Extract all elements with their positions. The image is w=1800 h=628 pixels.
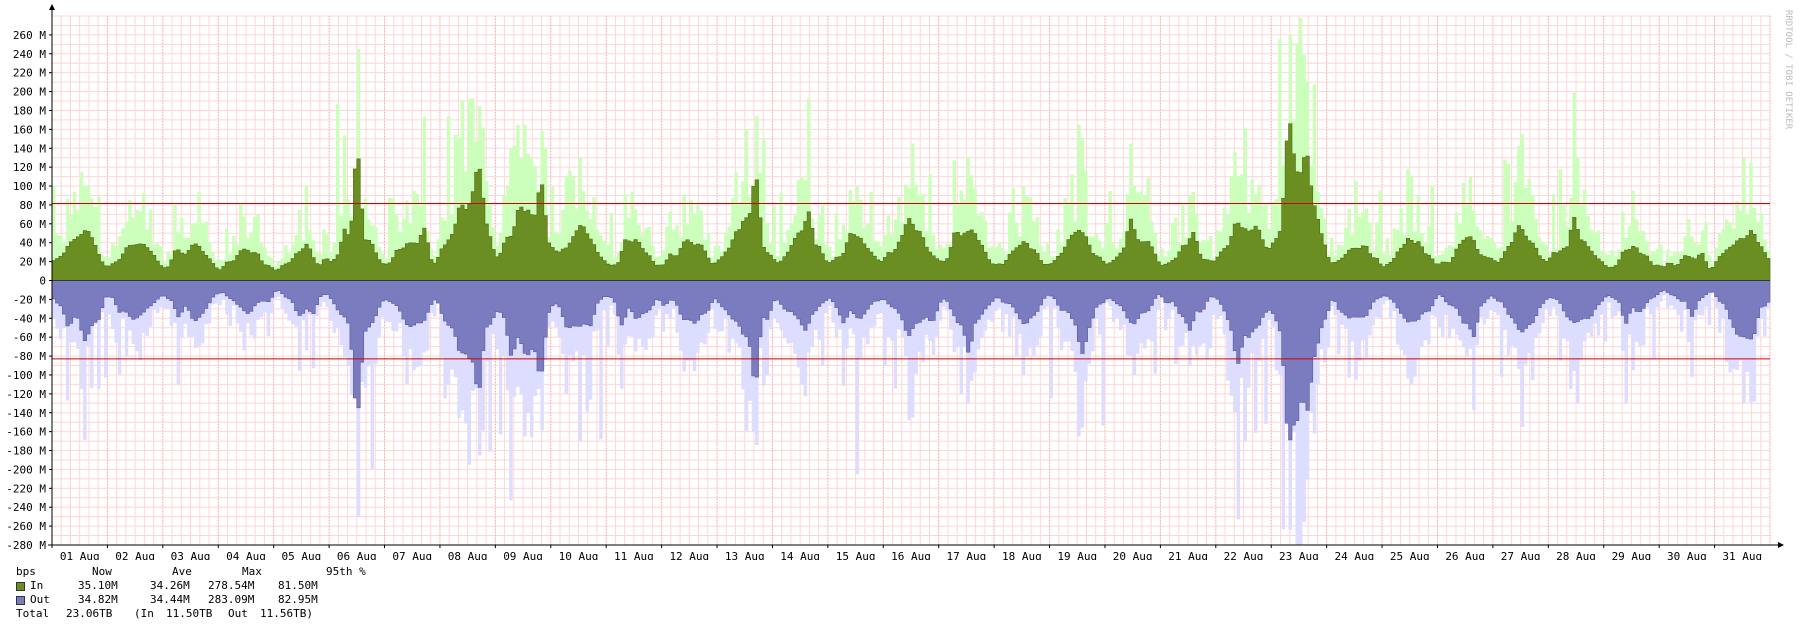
y-tick-label: -220 M [6, 482, 46, 495]
x-tick-label: 10 Aug [559, 550, 599, 560]
y-tick-label: 0 [39, 275, 46, 288]
traffic-chart: 260 M 240 M 220 M 200 M 180 M 160 M 140 M 120 M… [6, 4, 1793, 560]
x-tick-label: 06 Aug [337, 550, 377, 560]
legend-swatch-out [16, 595, 25, 605]
y-tick-label: 140 M [13, 142, 46, 155]
x-axis-arrow [1778, 542, 1784, 548]
x-tick-label: 07 Aug [392, 550, 432, 560]
legend-total-label: Total [16, 607, 50, 620]
legend-out-max: 283.09M [208, 593, 255, 606]
x-tick-label: 27 Aug [1501, 550, 1541, 560]
y-tick-label: 40 M [20, 237, 47, 250]
y-tick-label: -40 M [13, 312, 46, 325]
legend-total-out-value: 11.56TB) [260, 607, 313, 620]
y-tick-label: -180 M [6, 445, 46, 458]
y-tick-label: -20 M [13, 293, 46, 306]
legend-ave-header: Ave [172, 565, 192, 578]
x-tick-label: 31 Aug [1722, 550, 1762, 560]
y-tick-label: -60 M [13, 331, 46, 344]
x-tick-label: 19 Aug [1057, 550, 1097, 560]
y-tick-label: 180 M [13, 104, 46, 117]
y-tick-label: -120 M [6, 388, 46, 401]
legend-total-out-label: Out [228, 607, 248, 620]
legend-in-ave: 34.26M [150, 579, 190, 592]
legend: bps Now Ave Max 95th % In 35.10M 34.26M … [16, 565, 386, 621]
legend-swatch-in [16, 581, 25, 591]
y-tick-label: -280 M [6, 539, 46, 552]
legend-out-now: 34.82M [78, 593, 118, 606]
x-tick-label: 30 Aug [1667, 550, 1707, 560]
y-tick-label: -260 M [6, 520, 46, 533]
x-tick-label: 18 Aug [1002, 550, 1042, 560]
y-tick-label: -140 M [6, 407, 46, 420]
y-tick-label: -200 M [6, 463, 46, 476]
series-out-avg-area [51, 280, 1771, 441]
x-tick-label: 22 Aug [1224, 550, 1264, 560]
x-tick-label: 09 Aug [503, 550, 543, 560]
y-tick-label: -100 M [6, 369, 46, 382]
x-tick-label: 11 Aug [614, 550, 654, 560]
x-tick-label: 17 Aug [947, 550, 987, 560]
y-tick-label: -80 M [13, 350, 46, 363]
legend-name-out: Out [30, 593, 50, 606]
legend-row-in: In 35.10M 34.26M 278.54M 81.50M [16, 579, 386, 593]
legend-total-in-label: (In [134, 607, 154, 620]
y-tick-label: 120 M [13, 161, 46, 174]
x-tick-label: 16 Aug [891, 550, 931, 560]
x-tick-label: 29 Aug [1612, 550, 1652, 560]
y-tick-label: 240 M [13, 48, 46, 61]
rrdtool-credit: RRDTOOL / TOBI OETIKER [1783, 10, 1793, 130]
x-tick-label: 08 Aug [448, 550, 488, 560]
y-tick-label: 200 M [13, 86, 46, 99]
y-tick-label: 160 M [13, 123, 46, 136]
x-tick-label: 24 Aug [1334, 550, 1374, 560]
legend-in-max: 278.54M [208, 579, 255, 592]
x-tick-label: 03 Aug [171, 550, 211, 560]
legend-in-p95: 81.50M [278, 579, 318, 592]
y-axis-arrow [49, 4, 55, 10]
x-tick-label: 21 Aug [1168, 550, 1208, 560]
legend-row-total: Total 23.06TB (In 11.50TB Out 11.56TB) [16, 607, 386, 621]
legend-now-header: Now [92, 565, 112, 578]
x-tick-label: 02 Aug [115, 550, 155, 560]
legend-out-ave: 34.44M [150, 593, 190, 606]
legend-total-value: 23.06TB [66, 607, 113, 620]
x-tick-label: 04 Aug [226, 550, 266, 560]
legend-total-in-value: 11.50TB [166, 607, 213, 620]
x-tick-label: 01 Aug [60, 550, 100, 560]
legend-in-now: 35.10M [78, 579, 118, 592]
legend-unit: bps [16, 565, 36, 578]
legend-out-p95: 82.95M [278, 593, 318, 606]
y-tick-label: -240 M [6, 501, 46, 514]
x-tick-label: 26 Aug [1445, 550, 1485, 560]
y-tick-label: 80 M [20, 199, 47, 212]
y-tick-label: 220 M [13, 67, 46, 80]
x-tick-label: 05 Aug [282, 550, 322, 560]
y-tick-label: 20 M [20, 256, 47, 269]
x-tick-label: 15 Aug [836, 550, 876, 560]
x-tick-label: 14 Aug [780, 550, 820, 560]
y-tick-label: 260 M [13, 29, 46, 42]
legend-max-header: Max [242, 565, 262, 578]
x-tick-label: 23 Aug [1279, 550, 1319, 560]
legend-p95-header: 95th % [326, 565, 366, 578]
y-tick-label: 60 M [20, 218, 47, 231]
series-in-avg-area [51, 123, 1771, 281]
x-tick-label: 20 Aug [1113, 550, 1153, 560]
y-tick-label: 100 M [13, 180, 46, 193]
legend-row-out: Out 34.82M 34.44M 283.09M 82.95M [16, 593, 386, 607]
legend-header: bps Now Ave Max 95th % [16, 565, 386, 579]
x-tick-label: 25 Aug [1390, 550, 1430, 560]
x-tick-label: 12 Aug [669, 550, 709, 560]
legend-name-in: In [30, 579, 44, 592]
x-tick-label: 13 Aug [725, 550, 765, 560]
y-tick-label: -160 M [6, 426, 46, 439]
x-tick-label: 28 Aug [1556, 550, 1596, 560]
